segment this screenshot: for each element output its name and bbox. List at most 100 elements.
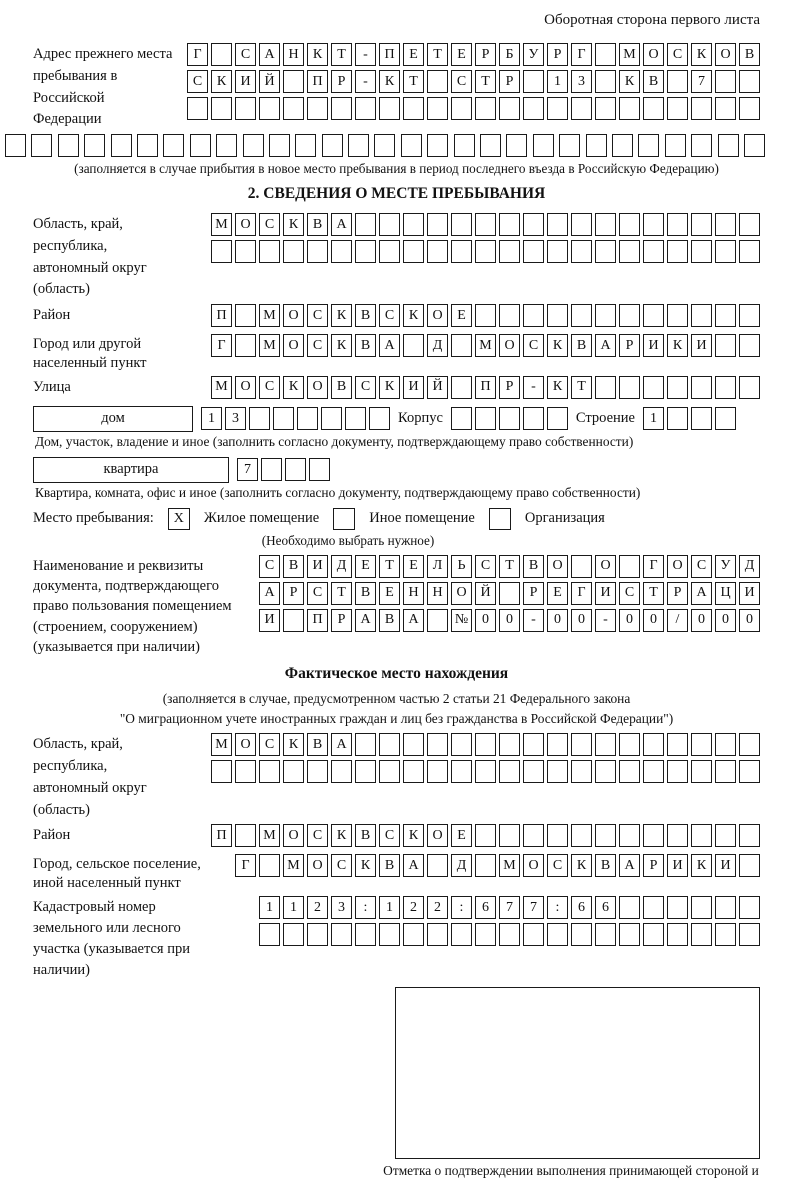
char-cell[interactable] xyxy=(506,134,528,157)
char-cell[interactable] xyxy=(643,240,664,263)
char-cell[interactable]: Т xyxy=(571,375,592,399)
char-cell[interactable] xyxy=(739,760,760,784)
char-cell[interactable]: М xyxy=(259,824,280,848)
char-cell[interactable] xyxy=(475,240,496,263)
char-cell[interactable]: А xyxy=(331,213,352,236)
char-cell[interactable] xyxy=(450,407,472,431)
char-cell[interactable] xyxy=(110,134,132,157)
char-cell[interactable]: П xyxy=(379,43,400,66)
char-cell[interactable] xyxy=(355,213,376,236)
char-cell[interactable] xyxy=(403,923,424,947)
char-cell[interactable]: Й xyxy=(427,375,448,399)
char-cell[interactable]: 1 xyxy=(259,896,280,920)
char-cell[interactable] xyxy=(523,824,544,848)
char-cell[interactable] xyxy=(715,304,736,327)
char-cell[interactable] xyxy=(475,213,496,236)
char-cell[interactable] xyxy=(283,70,304,93)
char-cell[interactable] xyxy=(595,213,616,236)
char-cell[interactable] xyxy=(268,134,290,157)
char-cell[interactable]: А xyxy=(403,854,424,878)
char-cell[interactable] xyxy=(331,97,352,120)
char-cell[interactable] xyxy=(211,240,232,263)
char-cell[interactable] xyxy=(307,240,328,263)
char-cell[interactable] xyxy=(643,375,664,399)
char-cell[interactable]: М xyxy=(211,375,232,399)
char-cell[interactable] xyxy=(585,134,607,157)
char-cell[interactable]: Т xyxy=(427,43,448,66)
char-cell[interactable]: О xyxy=(499,334,520,357)
char-cell[interactable]: А xyxy=(331,733,352,757)
char-cell[interactable]: 3 xyxy=(225,407,246,431)
char-cell[interactable] xyxy=(379,923,400,947)
char-cell[interactable] xyxy=(480,134,502,157)
char-cell[interactable] xyxy=(321,407,342,431)
char-cell[interactable]: 0 xyxy=(547,608,568,632)
char-cell[interactable] xyxy=(619,97,640,120)
char-cell[interactable]: 0 xyxy=(643,608,664,632)
char-cell[interactable]: Н xyxy=(283,43,304,66)
char-cell[interactable] xyxy=(474,407,496,431)
char-cell[interactable] xyxy=(427,240,448,263)
char-cell[interactable]: 7 xyxy=(523,896,544,920)
char-cell[interactable] xyxy=(571,304,592,327)
char-cell[interactable] xyxy=(571,97,592,120)
char-cell[interactable]: Й xyxy=(475,581,496,605)
char-cell[interactable] xyxy=(259,97,280,120)
char-cell[interactable] xyxy=(619,554,640,578)
char-cell[interactable]: С xyxy=(187,70,208,93)
char-cell[interactable] xyxy=(547,824,568,848)
char-cell[interactable] xyxy=(403,97,424,120)
char-cell[interactable]: Р xyxy=(547,43,568,66)
char-cell[interactable] xyxy=(189,134,211,157)
char-cell[interactable] xyxy=(451,334,472,357)
char-cell[interactable]: М xyxy=(259,334,280,357)
char-cell[interactable] xyxy=(348,134,370,157)
char-cell[interactable] xyxy=(249,407,270,431)
char-cell[interactable] xyxy=(355,733,376,757)
char-cell[interactable]: У xyxy=(715,554,736,578)
char-cell[interactable]: Н xyxy=(403,581,424,605)
char-cell[interactable]: 3 xyxy=(331,896,352,920)
char-cell[interactable] xyxy=(307,97,328,120)
char-cell[interactable]: Р xyxy=(499,375,520,399)
char-cell[interactable]: : xyxy=(451,896,472,920)
char-cell[interactable] xyxy=(667,240,688,263)
char-cell[interactable] xyxy=(379,97,400,120)
char-cell[interactable]: А xyxy=(379,334,400,357)
char-cell[interactable]: С xyxy=(259,213,280,236)
char-cell[interactable]: В xyxy=(571,334,592,357)
char-cell[interactable] xyxy=(427,134,449,157)
char-cell[interactable]: О xyxy=(235,733,256,757)
char-cell[interactable]: Ц xyxy=(715,581,736,605)
char-cell[interactable] xyxy=(739,923,760,947)
char-cell[interactable] xyxy=(739,854,760,878)
char-cell[interactable] xyxy=(523,304,544,327)
char-cell[interactable]: В xyxy=(331,375,352,399)
char-cell[interactable] xyxy=(259,923,280,947)
char-cell[interactable] xyxy=(523,760,544,784)
char-cell[interactable] xyxy=(475,824,496,848)
char-cell[interactable] xyxy=(691,240,712,263)
char-cell[interactable] xyxy=(523,240,544,263)
char-cell[interactable]: С xyxy=(259,375,280,399)
char-cell[interactable] xyxy=(571,554,592,578)
char-cell[interactable] xyxy=(427,70,448,93)
char-cell[interactable] xyxy=(283,923,304,947)
char-cell[interactable] xyxy=(523,97,544,120)
char-cell[interactable]: В xyxy=(379,608,400,632)
char-cell[interactable] xyxy=(546,407,568,431)
char-cell[interactable]: 0 xyxy=(499,608,520,632)
char-cell[interactable]: В xyxy=(307,213,328,236)
char-cell[interactable] xyxy=(379,240,400,263)
char-cell[interactable]: К xyxy=(619,70,640,93)
char-cell[interactable]: П xyxy=(211,304,232,327)
char-cell[interactable]: Р xyxy=(523,581,544,605)
char-cell[interactable] xyxy=(739,97,760,120)
char-cell[interactable] xyxy=(739,733,760,757)
char-cell[interactable] xyxy=(451,733,472,757)
char-cell[interactable]: Д xyxy=(451,854,472,878)
char-cell[interactable]: М xyxy=(283,854,304,878)
char-cell[interactable] xyxy=(715,97,736,120)
char-cell[interactable]: К xyxy=(283,213,304,236)
char-cell[interactable] xyxy=(691,213,712,236)
